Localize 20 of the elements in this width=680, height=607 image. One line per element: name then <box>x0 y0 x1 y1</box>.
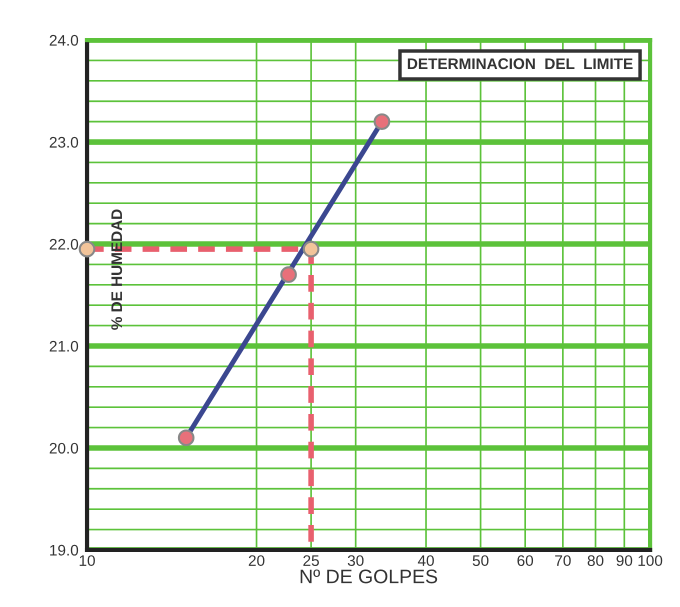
x-tick-label: 90 <box>616 555 632 566</box>
text: DETERMINACION DEL LIMITE <box>408 58 633 70</box>
y-tick-label: 20.0 <box>50 442 78 454</box>
y-tick-label: 22.0 <box>50 238 78 250</box>
y-axis-title: % DE HUMEDAD <box>111 209 122 330</box>
x-tick-label: 80 <box>588 555 604 566</box>
x-tick-label: 30 <box>348 555 364 566</box>
y-tick-label: 19.0 <box>50 544 78 556</box>
x-tick-label: 60 <box>517 555 534 566</box>
x-tick-label: 40 <box>418 555 434 566</box>
x-tick-label: 100 <box>638 555 662 566</box>
y-tick-label: 21.0 <box>50 340 78 352</box>
x-tick-label: 70 <box>555 555 571 566</box>
x-tick-label: 20 <box>248 555 264 566</box>
y-tick-label: 23.0 <box>50 136 78 148</box>
y-tick-label: 24.0 <box>50 34 78 46</box>
x-axis-title: Nº DE GOLPES <box>300 570 438 584</box>
x-tick-label: 10 <box>80 555 95 566</box>
x-tick-label: 25 <box>303 555 319 566</box>
x-tick-label: 50 <box>472 555 488 566</box>
